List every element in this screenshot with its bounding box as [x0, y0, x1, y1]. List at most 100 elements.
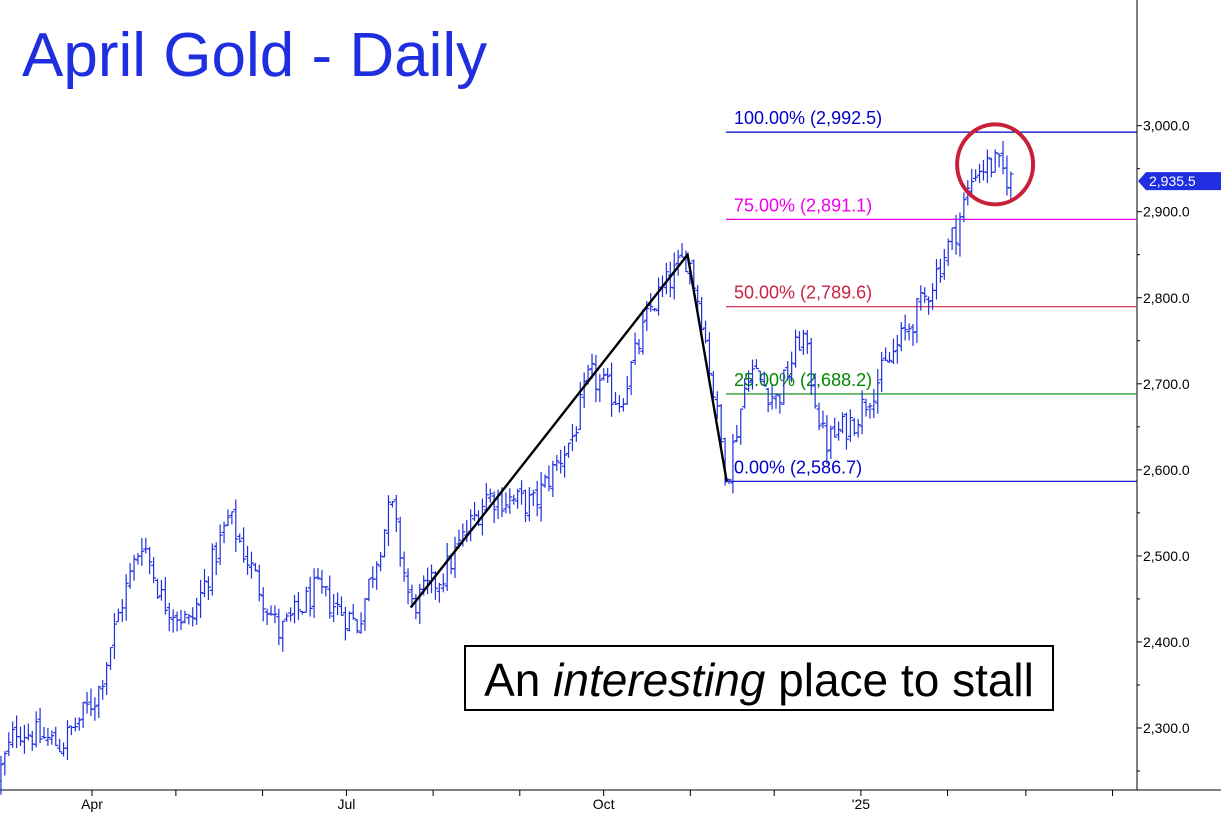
ohlc-bar	[237, 533, 243, 543]
ohlc-bar	[29, 730, 35, 751]
ohlc-bar	[88, 688, 94, 717]
annotation-box: An interesting place to stall	[464, 645, 1054, 711]
ohlc-bar	[338, 596, 344, 616]
ohlc-bar	[906, 323, 912, 341]
ohlc-bar	[781, 369, 787, 405]
ohlc-bar	[221, 521, 227, 544]
ohlc-bar	[491, 491, 497, 524]
ohlc-bar	[382, 529, 388, 558]
ohlc-bar	[225, 509, 231, 527]
ohlc-bar	[656, 277, 662, 316]
ohlc-bar	[953, 215, 959, 255]
ohlc-bar	[18, 726, 24, 746]
ohlc-bar	[973, 169, 979, 182]
ohlc-bar	[769, 385, 775, 410]
ohlc-bar	[37, 707, 43, 744]
fib-level-label: 100.00% (2,992.5)	[734, 108, 882, 128]
ohlc-bar	[1004, 155, 1010, 196]
ohlc-bar	[84, 691, 90, 714]
ohlc-bar	[875, 369, 881, 414]
ohlc-bar	[530, 489, 536, 507]
ohlc-bar	[358, 612, 364, 634]
ohlc-bar	[252, 562, 258, 572]
ohlc-bar	[468, 509, 474, 542]
y-tick-label: 2,600.0	[1143, 462, 1190, 478]
ohlc-bar	[248, 551, 254, 579]
ohlc-bar	[201, 569, 207, 598]
ohlc-bar	[370, 566, 376, 589]
ohlc-bar	[918, 285, 924, 311]
ohlc-bar	[311, 568, 317, 618]
ohlc-bar	[217, 524, 223, 565]
ohlc-bar	[663, 263, 669, 295]
ohlc-bar	[933, 259, 939, 300]
ohlc-bar	[139, 537, 145, 566]
ohlc-bar	[828, 425, 834, 460]
ohlc-bar	[706, 332, 712, 381]
ohlc-bar	[295, 591, 301, 620]
ohlc-bar	[487, 488, 493, 503]
ohlc-bar	[362, 598, 368, 631]
ohlc-bar	[503, 492, 509, 514]
x-tick-label: Oct	[593, 796, 615, 812]
ohlc-bar	[96, 685, 102, 719]
y-tick-label: 2,700.0	[1143, 376, 1190, 392]
ohlc-bar	[996, 153, 1002, 168]
x-tick-label: Apr	[81, 796, 103, 812]
ohlc-bar	[558, 449, 564, 474]
ohlc-bar	[515, 488, 521, 509]
ohlc-bar	[988, 157, 994, 178]
x-tick-label: Jul	[337, 796, 355, 812]
last-price-label: 2,935.5	[1149, 173, 1196, 189]
ohlc-bar	[92, 697, 98, 721]
y-tick-label: 2,500.0	[1143, 548, 1190, 564]
ohlc-bar	[969, 168, 975, 196]
ohlc-bar	[581, 372, 587, 409]
ohlc-bar	[961, 192, 967, 223]
ohlc-bar	[738, 408, 744, 445]
y-tick-label: 2,400.0	[1143, 634, 1190, 650]
ohlc-bar	[977, 163, 983, 184]
ohlc-bar	[675, 249, 681, 276]
ohlc-bar	[198, 579, 204, 618]
ohlc-bar	[793, 329, 799, 368]
ohlc-bar	[100, 680, 106, 700]
ohlc-bar	[405, 568, 411, 605]
ohlc-bar	[667, 261, 673, 298]
ohlc-bar	[57, 738, 63, 753]
ohlc-bar	[315, 568, 321, 580]
ohlc-bar	[550, 460, 556, 497]
ohlc-bar	[753, 359, 759, 370]
ohlc-bar	[256, 564, 262, 602]
ohlc-bar	[61, 742, 67, 757]
ohlc-bar	[366, 578, 372, 602]
ohlc-bar	[115, 608, 121, 623]
ohlc-bar	[699, 296, 705, 333]
ohlc-bar	[354, 618, 360, 634]
annotation-text: An interesting place to stall	[466, 653, 1052, 707]
ohlc-bar	[538, 471, 544, 522]
ohlc-bar	[679, 243, 685, 258]
ohlc-bar	[260, 587, 266, 622]
ohlc-bar	[342, 606, 348, 641]
ohlc-bar	[213, 542, 219, 576]
ohlc-bar	[734, 424, 740, 443]
y-tick-label: 2,300.0	[1143, 720, 1190, 736]
chart-title: April Gold - Daily	[22, 21, 488, 90]
ohlc-bar	[593, 354, 599, 403]
ohlc-bar	[750, 359, 756, 390]
ohlc-bar	[436, 582, 442, 603]
ohlc-bar	[205, 576, 211, 601]
ohlc-bar	[624, 375, 630, 405]
ohlc-bar	[127, 563, 133, 589]
ohlc-bar	[879, 352, 885, 393]
ohlc-bar	[378, 551, 384, 572]
ohlc-bar	[80, 701, 86, 729]
ohlc-bar	[671, 252, 677, 300]
ohlc-bar	[335, 592, 341, 616]
ohlc-bar	[546, 465, 552, 492]
ohlc-bar	[147, 547, 153, 575]
ohlc-bar	[542, 474, 548, 488]
ohlc-bar	[166, 602, 172, 632]
ohlc-bar	[562, 445, 568, 478]
